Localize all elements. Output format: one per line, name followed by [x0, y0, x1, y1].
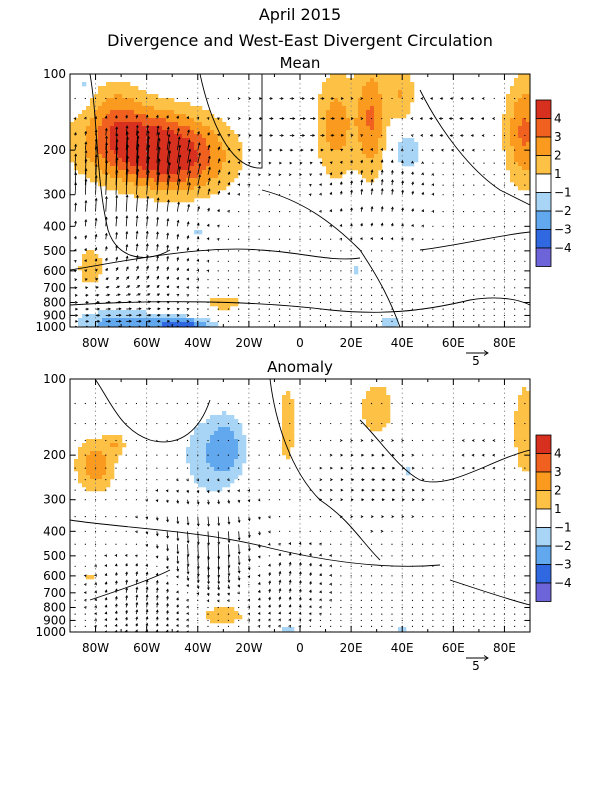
anomaly-y-tick-label: 1000	[35, 625, 66, 639]
anomaly-x-tick-label: 20W	[235, 641, 262, 655]
mean-colorbar-label: 4	[554, 112, 562, 126]
mean-colorbar-label: 2	[554, 149, 562, 163]
mean-x-tick-label: 80W	[82, 336, 109, 350]
mean-y-tick-label: 600	[43, 264, 66, 278]
mean-reference-vector: 5	[466, 350, 489, 368]
anomaly-colorbar-label: −2	[554, 539, 572, 553]
anomaly-x-tick-label: 0	[296, 641, 304, 655]
mean-vectors	[73, 97, 526, 327]
figure-subtitle: Divergence and West-East Divergent Circu…	[107, 31, 493, 50]
mean-y-tick-label: 1000	[35, 320, 66, 334]
anomaly-colorbar-swatch	[535, 471, 552, 491]
anomaly-x-tick-label: 80E	[493, 641, 516, 655]
mean-shading	[70, 74, 530, 327]
mean-colorbar-swatch	[535, 136, 552, 156]
mean-y-tick-label: 200	[43, 143, 66, 157]
mean-colorbar-label: −1	[554, 186, 572, 200]
anomaly-y-tick-label: 500	[43, 549, 66, 563]
anomaly-shading	[74, 387, 530, 632]
mean-colorbar-swatch	[535, 99, 552, 119]
mean-colorbar-swatch	[535, 173, 552, 193]
anomaly-y-tick-label: 600	[43, 569, 66, 583]
mean-x-tick-label: 40E	[391, 336, 414, 350]
anomaly-colorbar-label: 2	[554, 484, 562, 498]
mean-colorbar-swatch	[535, 210, 552, 230]
mean-x-tick-label: 0	[296, 336, 304, 350]
mean-colorbar-swatch	[535, 192, 552, 212]
mean-y-tick-label: 300	[43, 188, 66, 202]
anomaly-colorbar-label: 3	[554, 465, 562, 479]
anomaly-y-tick-label: 800	[43, 600, 66, 614]
anomaly-vectors	[74, 402, 526, 632]
mean-x-axis: 80W 60W 40W 20W 0 20E 40E 60E 80E	[69, 74, 531, 350]
mean-y-tick-label: 700	[43, 281, 66, 295]
anomaly-panel: Anomaly 10020030040050060070080090010008…	[35, 358, 571, 673]
mean-panel-title: Mean	[280, 54, 321, 72]
mean-y-tick-label: 100	[43, 67, 66, 81]
mean-colorbar-swatch	[535, 247, 552, 267]
mean-colorbar: 4 3 2 1 −1 −2 −3 −4	[535, 99, 572, 267]
anomaly-colorbar-label: −3	[554, 558, 572, 572]
anomaly-colorbar-swatch	[535, 434, 552, 454]
anomaly-contours	[70, 379, 530, 606]
anomaly-y-tick-label: 300	[43, 493, 66, 507]
anomaly-x-tick-label: 80W	[82, 641, 109, 655]
mean-gridlines	[95, 74, 505, 327]
anomaly-colorbar: 4 3 2 1 −1 −2 −3 −4	[535, 434, 572, 602]
mean-y-tick-label: 400	[43, 219, 66, 233]
anomaly-x-tick-label: 60E	[442, 641, 465, 655]
mean-colorbar-swatch	[535, 118, 552, 138]
mean-y-tick-label: 800	[43, 295, 66, 309]
anomaly-x-tick-label: 40W	[184, 641, 211, 655]
mean-x-tick-label: 20E	[340, 336, 363, 350]
anomaly-gridlines	[95, 379, 505, 632]
anomaly-y-tick-label: 900	[43, 613, 66, 627]
mean-y-tick-label: 900	[43, 308, 66, 322]
anomaly-colorbar-label: 1	[554, 502, 562, 516]
mean-colorbar-label: −3	[554, 223, 572, 237]
mean-reference-vector-label: 5	[472, 354, 480, 368]
anomaly-colorbar-label: 4	[554, 447, 562, 461]
anomaly-colorbar-swatch	[535, 545, 552, 565]
mean-colorbar-label: 3	[554, 130, 562, 144]
mean-colorbar-label: −2	[554, 204, 572, 218]
anomaly-colorbar-swatch	[535, 453, 552, 473]
anomaly-x-tick-label: 60W	[133, 641, 160, 655]
anomaly-colorbar-swatch	[535, 582, 552, 602]
anomaly-colorbar-swatch	[535, 527, 552, 547]
mean-colorbar-label: −4	[554, 241, 572, 255]
mean-colorbar-label: 1	[554, 167, 562, 181]
anomaly-colorbar-label: −4	[554, 576, 572, 590]
anomaly-y-tick-label: 400	[43, 524, 66, 538]
anomaly-x-tick-label: 20E	[340, 641, 363, 655]
anomaly-colorbar-swatch	[535, 508, 552, 528]
anomaly-colorbar-swatch	[535, 564, 552, 584]
mean-x-tick-label: 80E	[493, 336, 516, 350]
mean-x-tick-label: 60E	[442, 336, 465, 350]
mean-x-tick-label: 20W	[235, 336, 262, 350]
anomaly-x-tick-label: 40E	[391, 641, 414, 655]
mean-y-tick-label: 500	[43, 244, 66, 258]
anomaly-y-tick-label: 200	[43, 448, 66, 462]
figure-title: April 2015	[259, 5, 341, 24]
mean-x-tick-label: 40W	[184, 336, 211, 350]
anomaly-reference-vector-label: 5	[472, 659, 480, 673]
mean-contours	[70, 74, 530, 327]
anomaly-y-tick-label: 100	[43, 372, 66, 386]
anomaly-x-axis: 80W 60W 40W 20W 0 20E 40E 60E 80E	[69, 379, 531, 655]
mean-colorbar-swatch	[535, 229, 552, 249]
mean-x-tick-label: 60W	[133, 336, 160, 350]
anomaly-panel-title: Anomaly	[267, 358, 333, 376]
anomaly-reference-vector: 5	[466, 655, 489, 673]
anomaly-y-tick-label: 700	[43, 586, 66, 600]
mean-colorbar-swatch	[535, 155, 552, 175]
anomaly-colorbar-label: −1	[554, 521, 572, 535]
anomaly-colorbar-swatch	[535, 490, 552, 510]
